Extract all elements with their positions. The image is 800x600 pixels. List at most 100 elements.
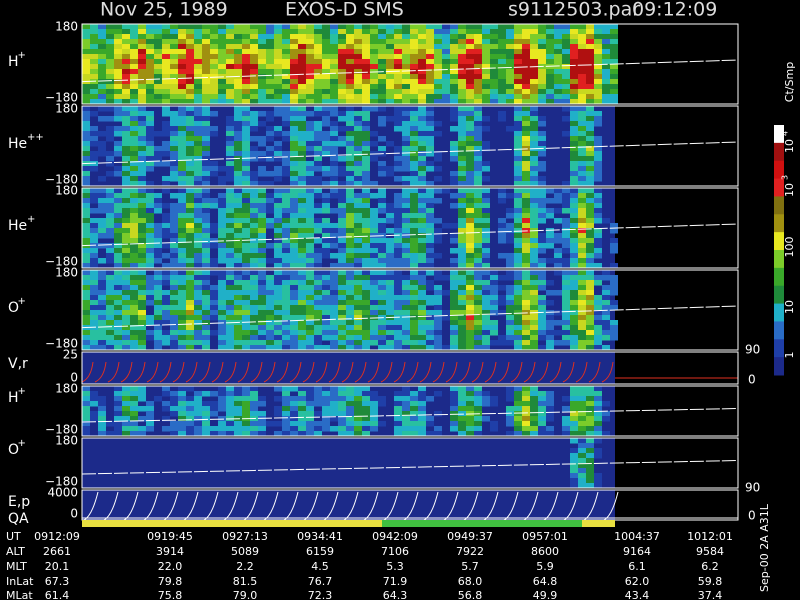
spectrogram-cell [242,161,250,167]
spectrogram-cell [250,253,258,259]
spectrogram-cell [338,315,346,321]
spectrogram-cell [410,340,418,346]
spectrogram-cell [354,295,362,301]
spectrogram-cell [130,34,138,40]
spectrogram-cell [82,69,90,75]
spectrogram-cell [138,295,146,301]
spectrogram-cell [610,94,618,100]
spectrogram-cell [170,330,178,336]
spectrogram-cell [306,146,314,152]
spectrogram-cell [290,386,298,392]
spectrogram-cell [162,59,170,65]
spectrogram-cell [594,300,602,306]
spectrogram-cell [426,99,434,105]
spectrogram-cell [594,228,602,234]
spectrogram-cell [378,161,386,167]
spectrogram-cell [450,49,458,55]
spectrogram-cell [554,34,562,40]
spectrogram-cell [154,310,162,316]
spectrogram-cell [602,401,610,407]
spectrogram-cell [538,305,546,311]
spectrogram-cell [306,198,314,204]
spectrogram-cell [314,335,322,341]
spectrogram-cell [282,39,290,45]
spectrogram-cell [474,258,482,264]
spectrogram-cell [234,228,242,234]
spectrogram-cell [274,421,282,427]
spectrogram-cell [314,315,322,321]
spectrogram-cell [362,121,370,127]
spectrogram-cell [242,54,250,60]
spectrogram-cell [282,340,290,346]
spectrogram-cell [106,335,114,341]
spectrogram-cell [258,325,266,331]
spectrogram-cell [570,421,578,427]
spectrogram-cell [202,203,210,209]
spectrogram-cell [418,181,426,187]
spectrogram-cell [82,49,90,55]
spectrogram-cell [474,270,482,276]
spectrogram-cell [146,243,154,249]
spectrogram-cell [570,131,578,137]
spectrogram-cell [274,310,282,316]
spectrogram-cell [98,340,106,346]
spectrogram-cell [210,330,218,336]
spectrogram-cell [330,24,338,30]
spectrogram-cell [186,151,194,157]
spectrogram-cell [474,285,482,291]
spectrogram-cell [170,193,178,199]
spectrogram-cell [178,106,186,112]
spectrogram-cell [290,421,298,427]
spectrogram-cell [298,64,306,70]
panel: O+180−180 [8,434,739,489]
spectrogram-cell [226,253,234,259]
spectrogram-cell [586,198,594,204]
spectrogram-cell [210,69,218,75]
spectrogram-cell [202,111,210,117]
spectrogram-cell [498,111,506,117]
spectrogram-cell [194,208,202,214]
spectrogram-cell [98,116,106,122]
spectrogram-cell [122,253,130,259]
spectrogram-cell [386,285,394,291]
spectrogram-cell [570,448,578,454]
spectrogram-cell [482,79,490,85]
spectrogram-cell [458,156,466,162]
panel: H+180−180 [8,382,739,437]
table-cell: 37.4 [698,589,723,600]
spectrogram-cell [154,315,162,321]
spectrogram-cell [170,39,178,45]
table-cell: 0934:41 [297,530,343,543]
spectrogram-cell [570,238,578,244]
spectrogram-cell [410,208,418,214]
spectrogram-cell [402,49,410,55]
spectrogram-cell [266,126,274,132]
spectrogram-cell [282,49,290,55]
spectrogram-cell [202,315,210,321]
spectrogram-cell [202,330,210,336]
spectrogram-cell [226,290,234,296]
spectrogram-cell [306,161,314,167]
spectrogram-cell [458,396,466,402]
spectrogram-cell [194,238,202,244]
spectrogram-cell [578,258,586,264]
spectrogram-cell [370,34,378,40]
spectrogram-cell [138,156,146,162]
spectrogram-cell [162,84,170,90]
sweep-trace [328,361,341,383]
spectrogram-cell [218,426,226,432]
spectrogram-cell [586,426,594,432]
spectrogram-cell [474,325,482,331]
spectrogram-cell [138,426,146,432]
spectrogram-cell [594,176,602,182]
spectrogram-cell [506,74,514,80]
spectrogram-cell [418,136,426,142]
spectrogram-cell [282,248,290,254]
spectrogram-cell [242,218,250,224]
spectrogram-cell [98,59,106,65]
spectrogram-cell [362,181,370,187]
spectrogram-cell [170,136,178,142]
spectrogram-cell [138,238,146,244]
table-cell: 76.7 [308,575,333,588]
spectrogram-cell [514,131,522,137]
